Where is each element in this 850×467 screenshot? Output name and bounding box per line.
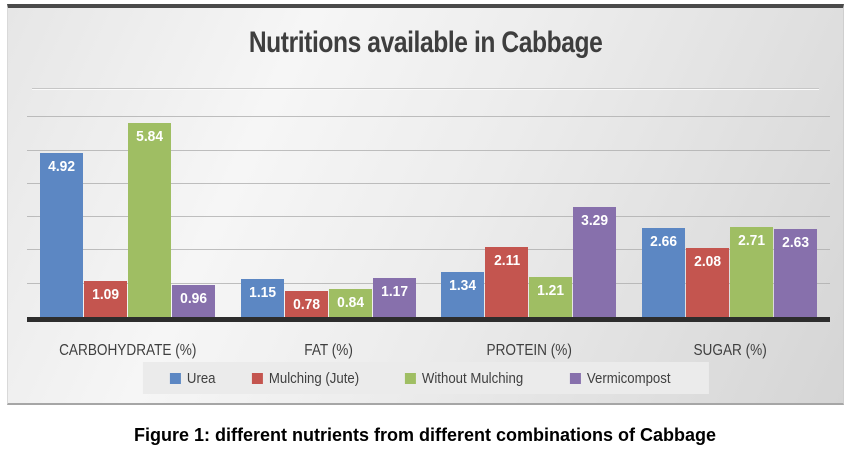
category-label: CARBOHYDRATE (%) bbox=[58, 342, 197, 359]
bar-value-label: 1.17 bbox=[380, 283, 408, 300]
bar: 2.08 bbox=[686, 248, 730, 317]
bar: 0.96 bbox=[171, 285, 215, 317]
bar-value-label: 3.29 bbox=[581, 212, 609, 229]
gridline bbox=[27, 149, 830, 151]
bar-group: 4.92 1.09 5.84 0.96 bbox=[27, 123, 228, 317]
legend-label: Mulching (Jute) bbox=[268, 369, 360, 387]
legend-swatch-icon bbox=[169, 372, 181, 384]
bar: 2.71 bbox=[730, 227, 774, 317]
bar: 1.34 bbox=[441, 272, 485, 317]
plot-area: 4.92 1.09 5.84 0.96 1.15 0.78 0.84 1.17 1.34 2.11… bbox=[27, 103, 830, 322]
bar-value-label: 5.84 bbox=[135, 128, 163, 145]
bar: 1.15 bbox=[240, 279, 284, 317]
bar: 2.63 bbox=[774, 229, 818, 317]
bar-value-label: 2.11 bbox=[493, 252, 520, 269]
category-axis-labels: CARBOHYDRATE (%) FAT (%) PROTEIN (%) SUGAR … bbox=[27, 342, 830, 360]
legend-swatch-icon bbox=[569, 372, 581, 384]
bar: 3.29 bbox=[573, 207, 617, 317]
gridline bbox=[27, 182, 830, 184]
bar: 2.11 bbox=[485, 247, 529, 317]
category-label: FAT (%) bbox=[303, 342, 353, 359]
bar-value-label: 1.21 bbox=[537, 282, 565, 299]
bar-value-label: 2.63 bbox=[782, 234, 810, 251]
bar-value-label: 1.09 bbox=[91, 286, 119, 303]
legend-item: Without Mulching bbox=[404, 370, 536, 387]
gridline bbox=[27, 249, 830, 251]
legend-swatch-icon bbox=[404, 372, 416, 384]
bar: 5.84 bbox=[127, 123, 171, 317]
x-axis-line bbox=[27, 317, 830, 322]
gridline bbox=[27, 282, 830, 284]
bar-value-label: 2.66 bbox=[650, 233, 678, 250]
bar-group: 2.66 2.08 2.71 2.63 bbox=[629, 227, 830, 317]
chart-title: Nutritions available in Cabbage bbox=[8, 26, 843, 60]
bar: 2.66 bbox=[642, 228, 686, 317]
gridline bbox=[27, 216, 830, 218]
legend-label: Without Mulching bbox=[421, 369, 523, 387]
bar-value-label: 2.71 bbox=[738, 232, 766, 249]
bar: 1.17 bbox=[372, 278, 416, 317]
bar-value-label: 0.96 bbox=[179, 290, 207, 307]
bar-value-label: 4.92 bbox=[47, 158, 75, 175]
legend-swatch-icon bbox=[251, 372, 263, 384]
category-label: PROTEIN (%) bbox=[486, 342, 572, 359]
bar: 0.84 bbox=[328, 289, 372, 317]
bar-value-label: 0.84 bbox=[336, 294, 364, 311]
legend-label: Urea bbox=[186, 369, 216, 387]
title-divider bbox=[32, 88, 819, 89]
figure-caption: Figure 1: different nutrients from diffe… bbox=[133, 425, 717, 445]
bar-value-label: 1.34 bbox=[449, 277, 477, 294]
chart-legend: Urea Mulching (Jute) Without Mulching Vermi… bbox=[142, 362, 709, 394]
legend-label: Vermicompost bbox=[586, 369, 671, 387]
chart-title-text: Nutritions available in Cabbage bbox=[248, 26, 603, 59]
legend-item: Urea bbox=[169, 370, 219, 387]
bar-group: 1.34 2.11 1.21 3.29 bbox=[429, 207, 630, 317]
category-label: SUGAR (%) bbox=[692, 342, 767, 359]
bar: 1.09 bbox=[83, 281, 127, 317]
gridline bbox=[27, 116, 830, 118]
bar-value-label: 2.08 bbox=[694, 253, 722, 270]
legend-item: Mulching (Jute) bbox=[251, 369, 372, 387]
bar: 4.92 bbox=[39, 153, 83, 317]
chart-frame: Nutritions available in Cabbage 4.92 1.09… bbox=[7, 4, 844, 405]
bar-group: 1.15 0.78 0.84 1.17 bbox=[228, 278, 429, 317]
bar-value-label: 1.15 bbox=[248, 284, 276, 301]
bar-value-label: 0.78 bbox=[292, 296, 320, 313]
bar-groups: 4.92 1.09 5.84 0.96 1.15 0.78 0.84 1.17 1.34 2.11… bbox=[27, 103, 830, 317]
bar: 0.78 bbox=[284, 291, 328, 317]
legend-item: Vermicompost bbox=[569, 369, 682, 387]
bar: 1.21 bbox=[529, 277, 573, 317]
